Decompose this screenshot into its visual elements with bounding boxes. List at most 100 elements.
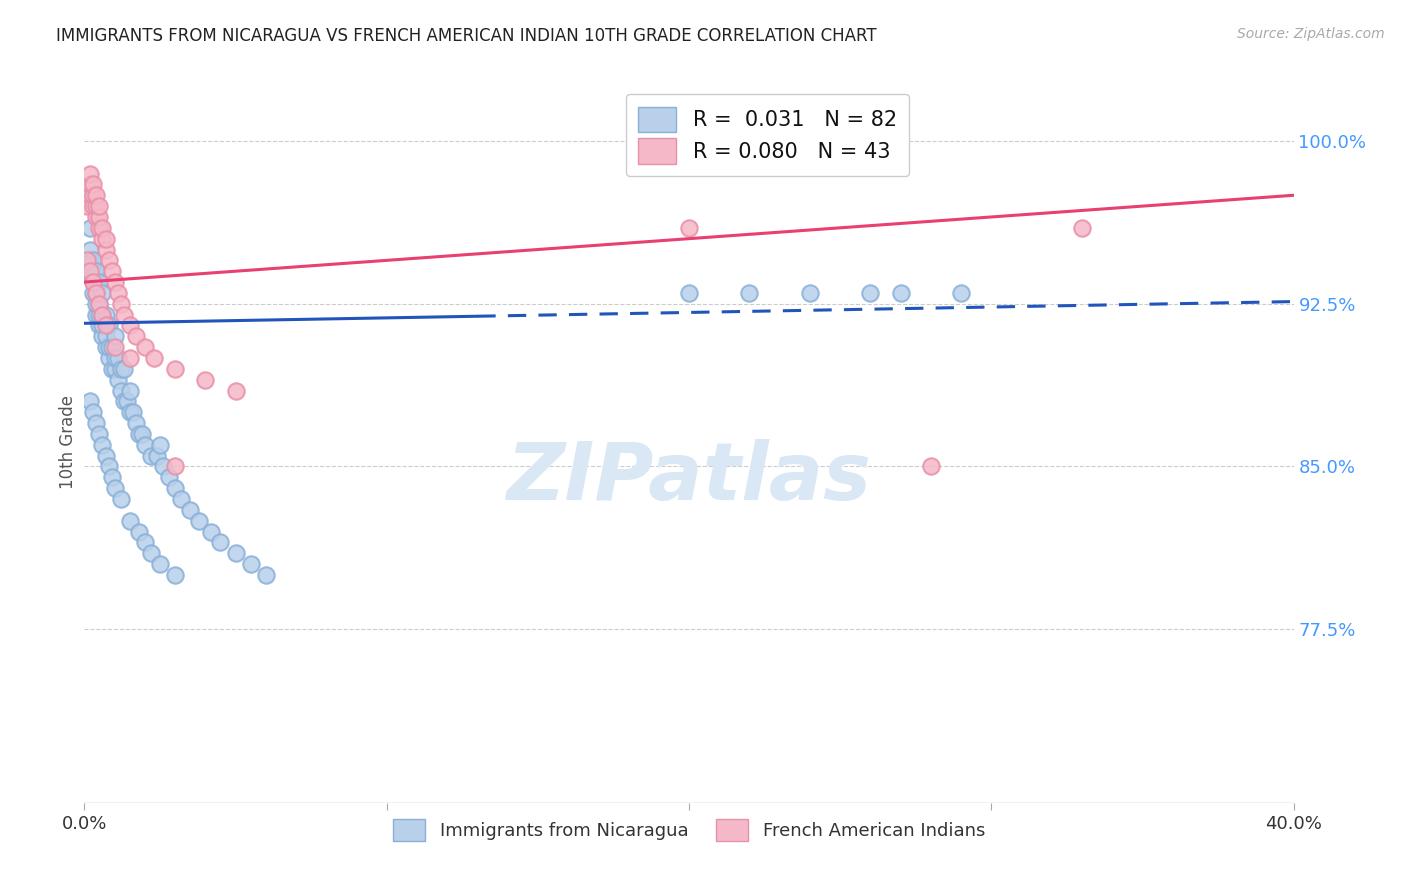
Point — [738, 285, 761, 300]
Point — [89, 297, 111, 311]
Point — [110, 362, 132, 376]
Point — [118, 514, 141, 528]
Point — [86, 285, 108, 300]
Point — [104, 481, 127, 495]
Point — [890, 285, 912, 300]
Point — [225, 546, 247, 560]
Point — [165, 568, 187, 582]
Point — [94, 449, 117, 463]
Point — [950, 285, 973, 300]
Point — [128, 524, 150, 539]
Point — [89, 426, 111, 441]
Point — [134, 535, 156, 549]
Point — [91, 438, 114, 452]
Point — [89, 275, 111, 289]
Point — [97, 318, 120, 333]
Point — [91, 308, 114, 322]
Point — [104, 362, 127, 376]
Point — [125, 416, 148, 430]
Point — [89, 210, 111, 224]
Point — [86, 285, 108, 300]
Point — [152, 459, 174, 474]
Point — [200, 524, 222, 539]
Point — [1071, 220, 1094, 235]
Point — [79, 264, 101, 278]
Text: Source: ZipAtlas.com: Source: ZipAtlas.com — [1237, 27, 1385, 41]
Point — [110, 297, 132, 311]
Text: ZIPatlas: ZIPatlas — [506, 439, 872, 516]
Point — [859, 285, 882, 300]
Point — [125, 329, 148, 343]
Point — [188, 514, 211, 528]
Point — [194, 373, 217, 387]
Point — [97, 340, 120, 354]
Point — [157, 470, 180, 484]
Point — [89, 297, 111, 311]
Point — [225, 384, 247, 398]
Point — [149, 438, 172, 452]
Point — [118, 384, 141, 398]
Point — [82, 253, 104, 268]
Point — [100, 264, 122, 278]
Point — [149, 557, 172, 571]
Point — [82, 405, 104, 419]
Y-axis label: 10th Grade: 10th Grade — [59, 394, 77, 489]
Point — [678, 285, 700, 300]
Point — [112, 362, 135, 376]
Point — [82, 275, 104, 289]
Point — [79, 188, 101, 202]
Point — [82, 199, 104, 213]
Point — [179, 503, 201, 517]
Point — [94, 340, 117, 354]
Point — [134, 340, 156, 354]
Point — [79, 167, 101, 181]
Point — [112, 394, 135, 409]
Point — [107, 373, 129, 387]
Point — [118, 351, 141, 365]
Point — [678, 220, 700, 235]
Point — [86, 297, 108, 311]
Point — [79, 220, 101, 235]
Point — [112, 308, 135, 322]
Point — [89, 220, 111, 235]
Point — [86, 188, 108, 202]
Point — [131, 426, 153, 441]
Point — [139, 546, 162, 560]
Point — [128, 426, 150, 441]
Point — [94, 329, 117, 343]
Point — [94, 308, 117, 322]
Point — [76, 253, 98, 268]
Point — [110, 384, 132, 398]
Text: IMMIGRANTS FROM NICARAGUA VS FRENCH AMERICAN INDIAN 10TH GRADE CORRELATION CHART: IMMIGRANTS FROM NICARAGUA VS FRENCH AMER… — [56, 27, 877, 45]
Point — [86, 275, 108, 289]
Point — [134, 438, 156, 452]
Point — [115, 394, 138, 409]
Point — [165, 459, 187, 474]
Point — [82, 264, 104, 278]
Point — [97, 351, 120, 365]
Point — [104, 340, 127, 354]
Point — [79, 178, 101, 192]
Point — [89, 318, 111, 333]
Point — [86, 308, 108, 322]
Point — [97, 253, 120, 268]
Point — [209, 535, 232, 549]
Point — [104, 351, 127, 365]
Point — [82, 285, 104, 300]
Point — [82, 188, 104, 202]
Point — [107, 285, 129, 300]
Point — [86, 416, 108, 430]
Point — [86, 210, 108, 224]
Point — [146, 449, 169, 463]
Point — [104, 329, 127, 343]
Point — [139, 449, 162, 463]
Point — [79, 243, 101, 257]
Point — [170, 491, 193, 506]
Point — [86, 264, 108, 278]
Point — [165, 362, 187, 376]
Point — [165, 481, 187, 495]
Point — [91, 308, 114, 322]
Point — [82, 178, 104, 192]
Point — [76, 199, 98, 213]
Legend: Immigrants from Nicaragua, French American Indians: Immigrants from Nicaragua, French Americ… — [385, 812, 993, 848]
